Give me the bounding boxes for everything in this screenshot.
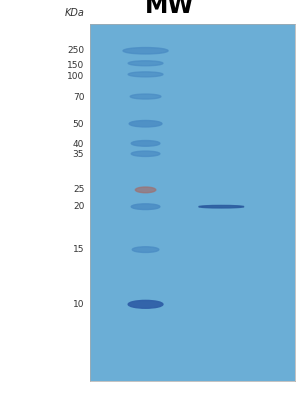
Ellipse shape: [131, 141, 160, 146]
Ellipse shape: [128, 72, 163, 77]
Ellipse shape: [129, 121, 162, 127]
Text: KDa: KDa: [64, 8, 84, 18]
Text: 100: 100: [67, 72, 84, 81]
Text: 70: 70: [73, 93, 84, 102]
Ellipse shape: [199, 206, 244, 208]
Ellipse shape: [123, 48, 168, 54]
Ellipse shape: [128, 61, 163, 66]
Text: 50: 50: [73, 120, 84, 129]
Ellipse shape: [130, 94, 161, 99]
Ellipse shape: [131, 151, 160, 156]
Text: 25: 25: [73, 185, 84, 195]
Text: 15: 15: [73, 245, 84, 254]
Ellipse shape: [132, 247, 159, 252]
Text: 40: 40: [73, 140, 84, 149]
Text: 150: 150: [67, 61, 84, 70]
Text: 20: 20: [73, 202, 84, 211]
Ellipse shape: [128, 300, 163, 308]
Text: 35: 35: [73, 151, 84, 159]
Ellipse shape: [131, 204, 160, 209]
Ellipse shape: [135, 187, 156, 193]
Text: MW: MW: [145, 0, 194, 18]
Text: 10: 10: [73, 300, 84, 309]
Text: 250: 250: [67, 46, 84, 55]
